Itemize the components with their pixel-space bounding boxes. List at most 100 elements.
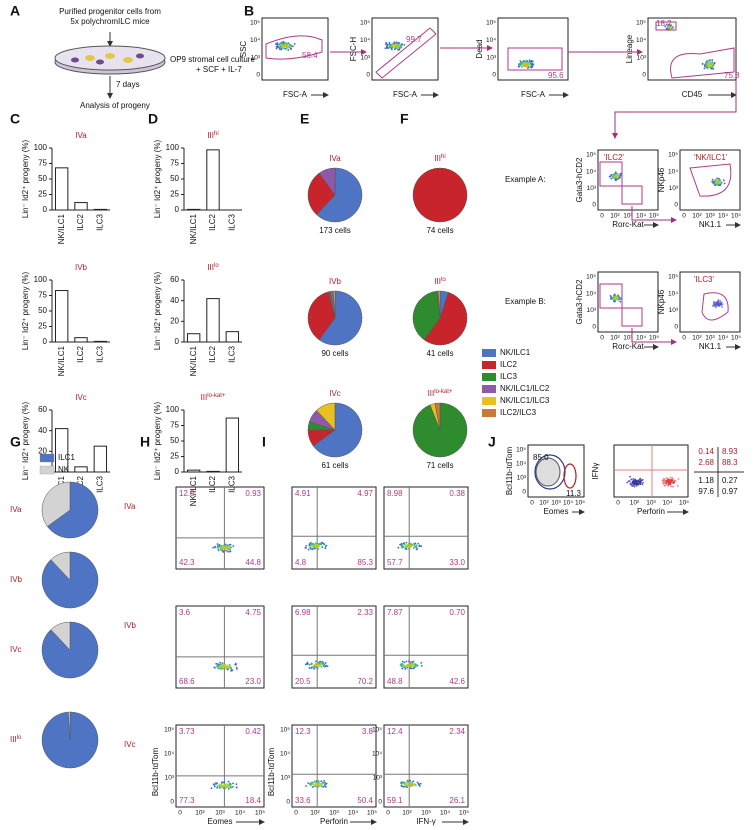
- plot-frame: [291, 605, 377, 689]
- event-dot: [217, 549, 220, 552]
- y-axis-label: Lin⁻ Id2⁺ progeny (%): [21, 272, 30, 351]
- event-dot: [214, 545, 217, 548]
- y-tick-label: 0: [674, 324, 678, 331]
- event-dot: [312, 782, 314, 785]
- event-dot: [227, 780, 230, 783]
- x-tick-label: 0: [600, 335, 604, 342]
- bar: [74, 202, 88, 211]
- gate: [655, 21, 677, 31]
- a-source: 5x polychromILC mice: [70, 17, 150, 26]
- x-tick-label: 0: [600, 213, 604, 220]
- event-dot: [323, 785, 326, 787]
- event-dot: [223, 783, 226, 786]
- event-dot: [407, 544, 410, 546]
- event-dot: [608, 175, 611, 178]
- event-dot: [223, 666, 226, 669]
- y-tick-label: 10³: [165, 775, 175, 782]
- event-dot: [706, 62, 709, 65]
- event-dot: [232, 545, 235, 548]
- quadrant-value: 4.97: [357, 489, 373, 498]
- y-tick-label: 0: [43, 205, 48, 214]
- event-dot: [220, 544, 223, 547]
- event-dot: [229, 550, 232, 553]
- quadrant-value: 1.18: [698, 476, 714, 485]
- event-dot: [235, 666, 238, 669]
- event-dot: [227, 788, 230, 790]
- x-tick-label: 10⁵: [459, 810, 469, 817]
- row-label: IVc: [124, 740, 136, 749]
- event-dot: [326, 665, 329, 668]
- event-dot: [321, 785, 323, 788]
- event-dot: [711, 59, 714, 61]
- event-dot: [309, 783, 312, 786]
- event-dot: [420, 664, 423, 667]
- row-label: IVb: [10, 575, 23, 584]
- a-source: Purified progenitor cells from: [59, 7, 161, 16]
- event-dot: [632, 478, 635, 480]
- event-dot: [409, 667, 412, 670]
- quadrant-value: 3.8: [362, 727, 374, 736]
- event-dot: [217, 663, 219, 665]
- event-dot: [307, 782, 310, 785]
- x-tick-label: ILC3: [227, 345, 236, 362]
- event-dot: [284, 47, 287, 50]
- event-dot: [677, 478, 680, 480]
- event-dot: [227, 550, 229, 553]
- x-tick-label: 10²: [402, 810, 412, 817]
- y-axis-label: Lineage: [625, 34, 634, 63]
- event-dot: [414, 663, 416, 665]
- y-tick-label: 10⁵: [586, 152, 596, 159]
- event-dot: [703, 67, 706, 70]
- gate: [563, 463, 577, 489]
- gate-name: 'NK/ILC1': [694, 153, 728, 162]
- y-tick-label: 10³: [487, 54, 497, 61]
- event-dot: [634, 480, 636, 483]
- x-axis-label: Eomes: [544, 507, 569, 516]
- panel-letter: J: [488, 434, 496, 450]
- event-dot: [720, 181, 723, 184]
- a-time: 7 days: [116, 80, 140, 89]
- event-dot: [406, 666, 409, 669]
- event-dot: [713, 303, 716, 306]
- event-dot: [282, 46, 285, 49]
- event-dot: [221, 662, 224, 665]
- event-dot: [612, 296, 615, 299]
- plot-frame: [597, 271, 659, 333]
- x-tick-label: 10³: [215, 810, 225, 817]
- event-dot: [385, 43, 387, 46]
- event-dot: [402, 664, 405, 666]
- event-dot: [610, 177, 612, 180]
- event-dot: [228, 663, 231, 666]
- quadrant-value: 42.3: [179, 558, 195, 567]
- legend-label: ILC2/ILC3: [500, 408, 537, 417]
- y-tick-label: 0: [522, 489, 526, 496]
- gate-value: 58.4: [302, 51, 318, 60]
- quadrant-value: 26.1: [449, 796, 465, 805]
- panel-letter: H: [140, 434, 150, 450]
- event-dot: [218, 666, 221, 669]
- event-dot: [413, 544, 416, 546]
- x-tick-label: ILC3: [227, 475, 236, 492]
- x-tick-label: 0: [294, 810, 298, 817]
- event-dot: [323, 779, 326, 782]
- title-base: IVb: [329, 277, 342, 286]
- gate: [621, 307, 643, 327]
- event-dot: [639, 480, 641, 483]
- bar: [206, 298, 220, 343]
- event-dot: [384, 47, 387, 50]
- x-tick-label: 10²: [610, 213, 620, 220]
- event-dot: [664, 484, 667, 487]
- quadrant-value: 33.6: [295, 796, 311, 805]
- x-tick-label: 0: [530, 500, 534, 507]
- event-dot: [405, 782, 408, 784]
- event-dot: [291, 45, 294, 48]
- x-tick-label: 10²: [692, 335, 702, 342]
- pie-slice: [307, 172, 336, 216]
- x-axis-label: Rorc-Kat: [612, 342, 644, 351]
- plot-frame: [383, 724, 469, 808]
- plot-frame: [597, 149, 659, 211]
- event-dot: [403, 542, 405, 545]
- event-dot: [392, 44, 394, 47]
- y-tick-label: 60: [38, 405, 47, 414]
- event-dot: [609, 294, 612, 297]
